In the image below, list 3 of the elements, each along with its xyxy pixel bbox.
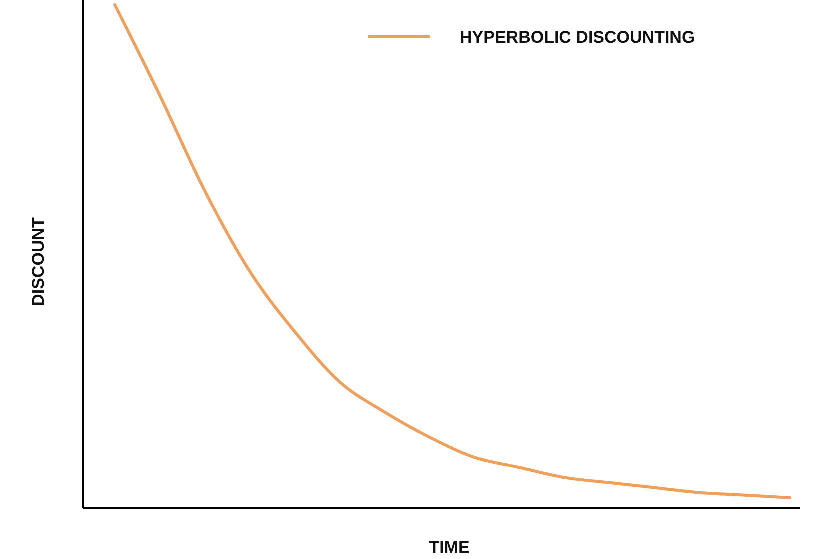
legend-label: HYPERBOLIC DISCOUNTING	[460, 28, 696, 47]
x-axis-title: TIME	[429, 538, 470, 557]
y-axis-title: DISCOUNT	[29, 217, 48, 306]
